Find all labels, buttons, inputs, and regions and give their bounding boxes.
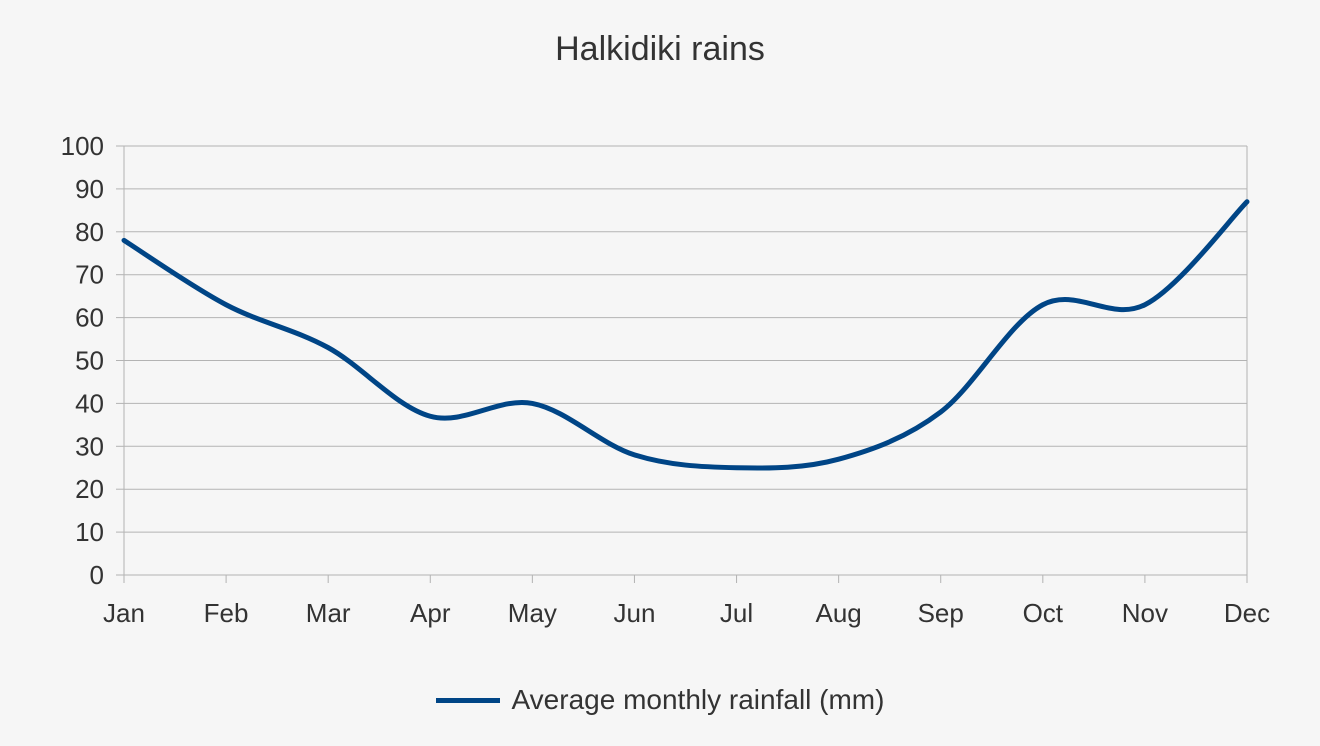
y-tick-label: 30 — [75, 431, 104, 461]
x-tick-label: Aug — [816, 598, 862, 628]
x-tick-label: Feb — [204, 598, 249, 628]
y-tick-label: 80 — [75, 217, 104, 247]
x-tick-label: Jun — [613, 598, 655, 628]
y-tick-label: 60 — [75, 303, 104, 333]
x-tick-label: Apr — [410, 598, 451, 628]
y-tick-label: 50 — [75, 346, 104, 376]
y-tick-label: 0 — [90, 560, 104, 590]
x-tick-label: Oct — [1023, 598, 1064, 628]
x-tick-label: Mar — [306, 598, 351, 628]
legend: Average monthly rainfall (mm) — [0, 684, 1320, 716]
y-tick-label: 40 — [75, 388, 104, 418]
series-line — [121, 199, 1250, 471]
x-tick-label: Jan — [103, 598, 145, 628]
legend-swatch — [435, 697, 500, 703]
y-tick-label: 90 — [75, 174, 104, 204]
y-tick-label: 100 — [61, 131, 104, 161]
x-tick-label: May — [508, 598, 557, 628]
chart-title: Halkidiki rains — [555, 30, 765, 68]
y-tick-label: 10 — [75, 517, 104, 547]
x-tick-label: Jul — [720, 598, 753, 628]
legend-label: Average monthly rainfall (mm) — [511, 684, 885, 715]
y-tick-label: 20 — [75, 474, 104, 504]
x-tick-label: Nov — [1122, 598, 1168, 628]
x-tick-label: Sep — [918, 598, 964, 628]
x-tick-label: Dec — [1224, 598, 1270, 628]
y-tick-label: 70 — [75, 260, 104, 290]
